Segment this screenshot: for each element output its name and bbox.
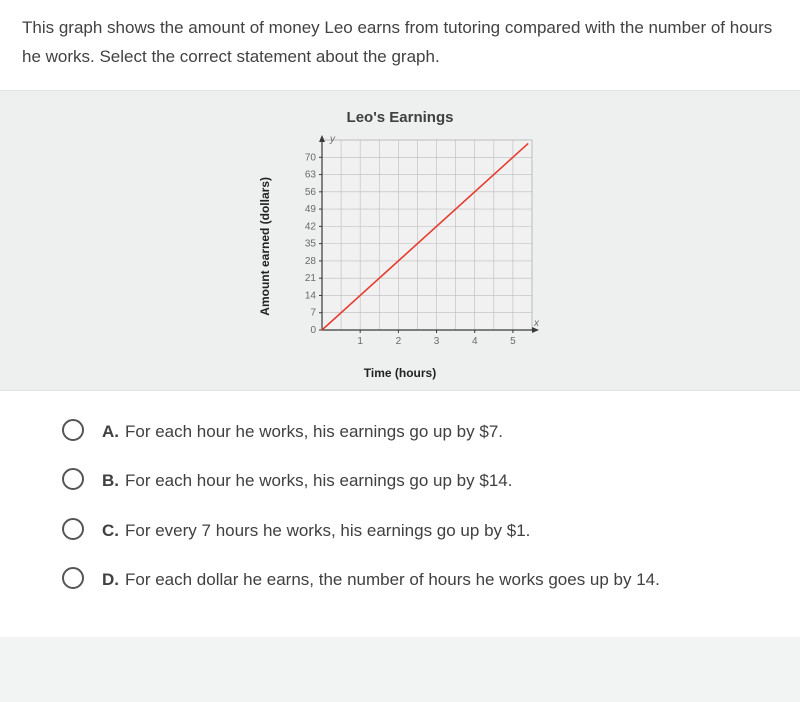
chart-body: Amount earned (dollars) 0714212835424956… [258, 132, 542, 362]
chart-title: Leo's Earnings [347, 109, 454, 126]
radio-icon [62, 419, 84, 441]
option-c[interactable]: C. For every 7 hours he works, his earnin… [62, 518, 760, 544]
option-text: B. For each hour he works, his earnings g… [102, 468, 512, 494]
svg-text:x: x [533, 318, 540, 329]
svg-text:7: 7 [310, 308, 316, 319]
option-letter: D. [102, 570, 119, 589]
svg-text:5: 5 [510, 336, 516, 347]
question-page: This graph shows the amount of money Leo… [0, 0, 800, 702]
svg-text:14: 14 [305, 290, 317, 301]
svg-text:70: 70 [305, 152, 317, 163]
svg-text:28: 28 [305, 256, 317, 267]
chart-wrap: Leo's Earnings Amount earned (dollars) 0… [258, 109, 542, 380]
option-body: For every 7 hours he works, his earnings… [125, 521, 530, 540]
svg-text:56: 56 [305, 187, 317, 198]
svg-text:1: 1 [357, 336, 363, 347]
svg-text:2: 2 [396, 336, 402, 347]
y-axis-label: Amount earned (dollars) [258, 177, 272, 316]
option-body: For each hour he works, his earnings go … [125, 422, 503, 441]
radio-icon [62, 468, 84, 490]
svg-text:49: 49 [305, 204, 317, 215]
svg-text:3: 3 [434, 336, 440, 347]
option-body: For each hour he works, his earnings go … [125, 471, 512, 490]
question-prompt: This graph shows the amount of money Leo… [0, 0, 800, 91]
chart-svg: 0 7 14 21 28 35 42 49 56 63 70 1 2 3 4 5 y x [282, 132, 542, 362]
svg-text:21: 21 [305, 273, 317, 284]
option-letter: C. [102, 521, 119, 540]
option-letter: B. [102, 471, 119, 490]
chart-area: Leo's Earnings Amount earned (dollars) 0… [0, 91, 800, 390]
svg-text:0: 0 [310, 325, 316, 336]
svg-text:y: y [329, 134, 336, 145]
radio-icon [62, 518, 84, 540]
option-text: D. For each dollar he earns, the number o… [102, 567, 660, 593]
svg-text:42: 42 [305, 221, 317, 232]
option-body: For each dollar he earns, the number of … [125, 570, 660, 589]
x-axis-label: Time (hours) [364, 366, 436, 380]
svg-text:4: 4 [472, 336, 478, 347]
option-text: C. For every 7 hours he works, his earnin… [102, 518, 530, 544]
option-d[interactable]: D. For each dollar he earns, the number o… [62, 567, 760, 593]
option-a[interactable]: A. For each hour he works, his earnings g… [62, 419, 760, 445]
option-b[interactable]: B. For each hour he works, his earnings g… [62, 468, 760, 494]
svg-text:35: 35 [305, 238, 317, 249]
radio-icon [62, 567, 84, 589]
option-letter: A. [102, 422, 119, 441]
option-text: A. For each hour he works, his earnings g… [102, 419, 503, 445]
answer-options: A. For each hour he works, his earnings g… [0, 390, 800, 637]
svg-text:63: 63 [305, 169, 317, 180]
